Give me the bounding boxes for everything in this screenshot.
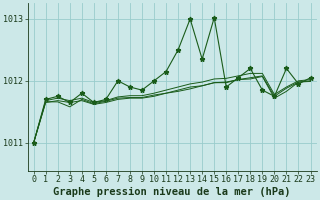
X-axis label: Graphe pression niveau de la mer (hPa): Graphe pression niveau de la mer (hPa): [53, 186, 291, 197]
